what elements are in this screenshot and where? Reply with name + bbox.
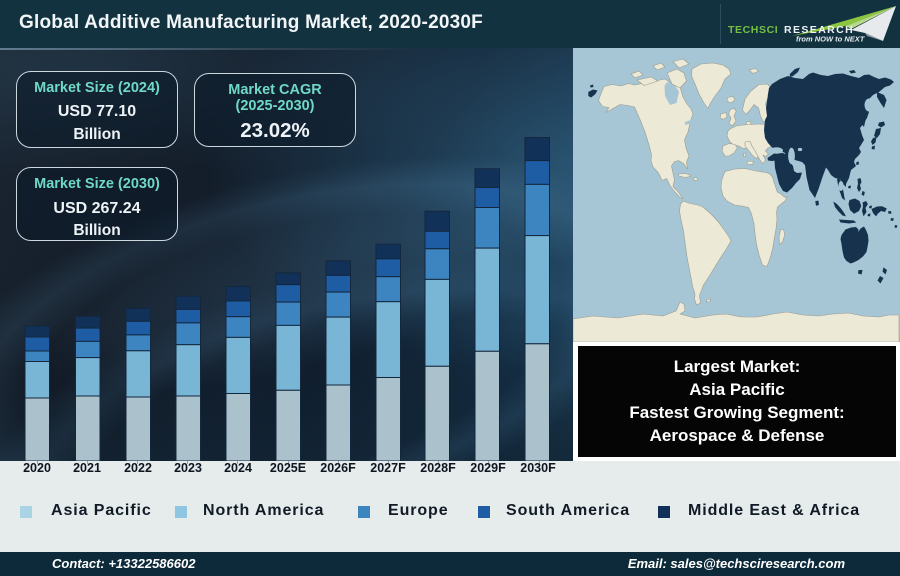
svg-text:TECHSCI: TECHSCI (728, 24, 778, 36)
svg-text:RESEARCH: RESEARCH (784, 24, 854, 36)
svg-text:from NOW to NEXT: from NOW to NEXT (796, 35, 866, 44)
